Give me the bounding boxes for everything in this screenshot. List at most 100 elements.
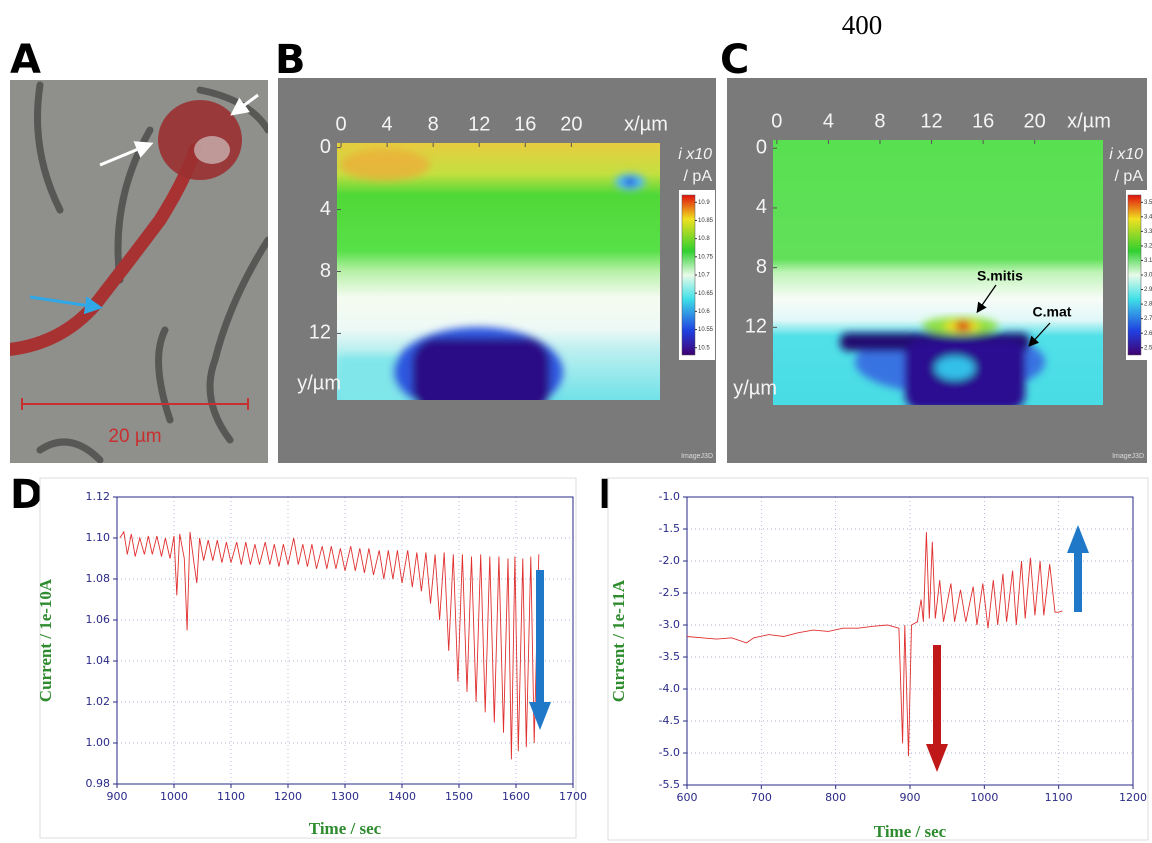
x-tick-label: 1300 — [331, 790, 359, 803]
heatmap — [773, 140, 1103, 405]
colorbar-tick-label: 2.5 — [1144, 345, 1152, 351]
x-tick-label: 900 — [900, 791, 921, 804]
page-number: 400 — [842, 10, 883, 40]
y-tick-label: 0 — [320, 136, 331, 158]
colorbar-tick-label: 3.5 — [1144, 200, 1152, 206]
x-tick-label: 1700 — [559, 790, 587, 803]
x-tick-label: 1200 — [274, 790, 302, 803]
y-axis-title: Current / 1e-10A — [36, 578, 55, 702]
colorbar-tick-label: 10.65 — [698, 291, 714, 297]
x-axis-label: x/µm — [1067, 110, 1111, 132]
hot-spot — [340, 149, 430, 181]
bacteria-rods — [34, 81, 268, 463]
heatmap — [337, 143, 660, 400]
chart-bg — [607, 477, 1149, 841]
rod — [206, 236, 268, 444]
dark-blob — [412, 338, 550, 400]
x-tick-label: 0 — [771, 110, 782, 132]
y-axis-label: y/µm — [297, 372, 341, 394]
x-tick-label: 20 — [1024, 110, 1046, 132]
colorbar-tick-label: 10.6 — [698, 309, 710, 315]
x-tick-label: 800 — [825, 791, 846, 804]
y-tick-label: 8 — [320, 260, 331, 282]
colorbar-tick-label: 10.8 — [698, 236, 710, 242]
plot-frame — [686, 496, 1134, 786]
annotation: C.mat — [1033, 304, 1072, 320]
plot-frame — [116, 496, 574, 785]
arrow — [29, 295, 103, 315]
annotation-arrow — [976, 284, 997, 314]
rod — [36, 438, 104, 463]
x-tick-label: 8 — [428, 113, 439, 135]
colorbar-tick-label: 10.9 — [698, 200, 710, 206]
watermark: ImageJ3D — [1112, 453, 1144, 460]
y-tick-label: 4 — [756, 196, 767, 218]
x-tick-label: 1200 — [1119, 791, 1147, 804]
colorbar-tick-label: 2.6 — [1144, 331, 1152, 337]
y-tick-label: 1.00 — [86, 736, 111, 749]
y-tick-label: -3.0 — [659, 618, 680, 631]
data-line — [119, 530, 540, 760]
y-tick-label: 12 — [309, 322, 331, 344]
heatmap-features — [337, 149, 645, 400]
x-tick-label: 4 — [823, 110, 834, 132]
inner-spot — [935, 356, 975, 380]
x-tick-label: 600 — [677, 791, 698, 804]
y-tick-label: -5.5 — [659, 778, 680, 791]
x-tick-label: 1500 — [445, 790, 473, 803]
heatmap-features — [840, 317, 1045, 405]
colorbar-tick-label: 2.8 — [1144, 302, 1152, 308]
y-tick-label: 1.08 — [86, 572, 111, 585]
colorbar-tick-label: 3.1 — [1144, 258, 1152, 264]
colorbar — [1127, 194, 1142, 356]
cold-spot-core — [624, 178, 636, 186]
x-tick-label: 12 — [920, 110, 942, 132]
y-tick-label: -5.0 — [659, 746, 680, 759]
y-axis-title: Current / 1e-11A — [609, 579, 628, 702]
colorbar — [681, 194, 696, 356]
trend-arrow-head — [1067, 525, 1089, 553]
hot-spot — [955, 321, 971, 331]
x-tick-label: 0 — [335, 113, 346, 135]
trend-arrow-head — [529, 702, 551, 730]
y-tick-label: 8 — [756, 256, 767, 278]
x-tick-label: 1000 — [160, 790, 188, 803]
y-tick-label: 1.06 — [86, 613, 111, 626]
x-tick-label: 1100 — [1045, 791, 1073, 804]
x-axis-title: Time / sec — [309, 819, 382, 838]
y-tick-label: -1.0 — [659, 490, 680, 503]
colorbar-tick-label: 10.5 — [698, 345, 710, 351]
y-tick-label: -1.5 — [659, 522, 680, 535]
scale-bar-label: 20 µm — [108, 426, 161, 447]
panel-label: B — [275, 37, 306, 83]
y-tick-label: -3.5 — [659, 650, 680, 663]
arrow — [230, 93, 259, 116]
x-tick-label: 4 — [382, 113, 393, 135]
colorbar-label: / pA — [1115, 168, 1144, 185]
watermark: ImageJ3D — [681, 453, 713, 460]
x-tick-label: 1000 — [970, 791, 998, 804]
y-tick-label: 0 — [756, 136, 767, 158]
x-tick-label: 16 — [514, 113, 536, 135]
micrograph — [10, 80, 268, 463]
panel-label: C — [720, 37, 749, 83]
panel-label: D — [10, 472, 43, 518]
chain — [10, 143, 202, 356]
colorbar-tick-label: 3.2 — [1144, 243, 1152, 249]
colorbar-tick-label: 10.85 — [698, 218, 714, 224]
x-tick-label: 8 — [874, 110, 885, 132]
x-tick-label: 16 — [972, 110, 994, 132]
colorbar-label: / pA — [684, 168, 713, 185]
y-tick-label: 0.98 — [86, 777, 111, 790]
data-line — [686, 532, 1063, 757]
annotation-arrow — [1028, 322, 1051, 347]
colorbar-tick-label: 10.7 — [698, 273, 710, 279]
colorbar-label: i x10 — [1109, 146, 1143, 163]
x-axis-title: Time / sec — [874, 822, 947, 841]
rod — [155, 326, 174, 424]
trend-arrow-head — [926, 744, 948, 772]
y-tick-label: -2.5 — [659, 586, 680, 599]
colorbar-tick-label: 3.3 — [1144, 229, 1152, 235]
y-tick-label: 12 — [745, 316, 767, 338]
